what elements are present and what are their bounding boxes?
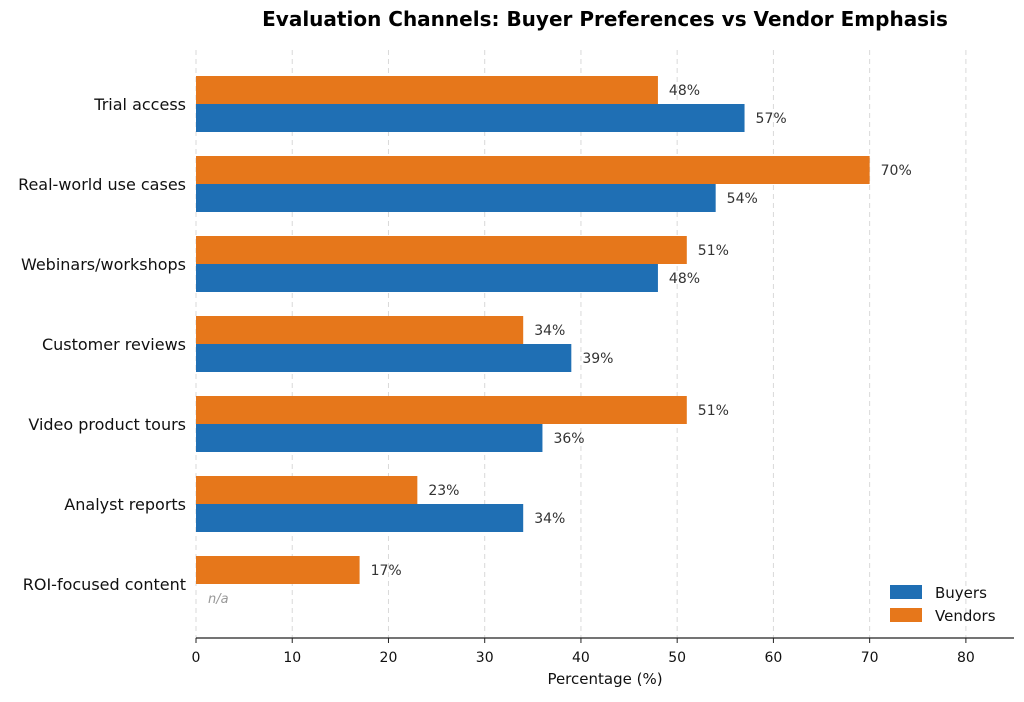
x-tick-label: 10 (283, 650, 301, 666)
chart-title: Evaluation Channels: Buyer Preferences v… (262, 7, 948, 31)
x-tick-label: 70 (861, 650, 879, 666)
data-label-vendors: 70% (881, 163, 912, 179)
x-tick-label: 40 (572, 650, 590, 666)
bar-buyers (196, 184, 716, 212)
y-category-label: Webinars/workshops (21, 255, 186, 274)
bar-buyers (196, 424, 543, 452)
bar-vendors (196, 236, 687, 264)
x-tick-label: 30 (476, 650, 494, 666)
data-label-buyers: 57% (756, 111, 787, 127)
y-category-label: Trial access (93, 95, 186, 114)
legend: Buyers Vendors (890, 584, 996, 625)
bar-buyers (196, 344, 572, 372)
bar-buyers (196, 264, 658, 292)
grid-layer (195, 50, 967, 638)
bar-vendors (196, 556, 360, 584)
labels-layer: Trial access 48% 57% Real-world use cases 70… (18, 83, 912, 607)
legend-label-vendors: Vendors (935, 607, 996, 625)
data-label-buyers: 39% (582, 351, 613, 367)
legend-swatch-vendors (890, 608, 922, 622)
bar-vendors (196, 76, 658, 104)
bar-vendors (196, 476, 418, 504)
y-category-label: Customer reviews (42, 335, 186, 354)
x-ticks-layer: 0 10 20 30 40 50 60 70 80 (192, 638, 975, 666)
data-label-buyers: 34% (534, 511, 565, 527)
bar-vendors (196, 396, 687, 424)
x-tick-label: 0 (192, 650, 201, 666)
x-tick-label: 50 (668, 650, 686, 666)
legend-swatch-buyers (890, 585, 922, 599)
data-label-vendors: 51% (698, 243, 729, 259)
bar-buyers (196, 504, 524, 532)
missing-value-label: n/a (208, 592, 229, 607)
y-category-label: Video product tours (28, 415, 186, 434)
x-tick-label: 60 (764, 650, 782, 666)
bar-buyers (196, 104, 745, 132)
bar-vendors (196, 156, 870, 184)
data-label-vendors: 48% (669, 83, 700, 99)
data-label-buyers: 54% (727, 191, 758, 207)
data-label-vendors: 17% (371, 563, 402, 579)
y-category-label: Real-world use cases (18, 175, 186, 194)
data-label-buyers: 36% (553, 431, 584, 447)
x-tick-label: 80 (957, 650, 975, 666)
y-category-label: Analyst reports (64, 495, 186, 514)
y-category-label: ROI-focused content (23, 575, 186, 594)
x-axis-title: Percentage (%) (547, 670, 662, 688)
bars-layer (196, 76, 870, 584)
bar-vendors (196, 316, 524, 344)
legend-label-buyers: Buyers (935, 584, 987, 602)
x-tick-label: 20 (380, 650, 398, 666)
data-label-buyers: 48% (669, 271, 700, 287)
data-label-vendors: 51% (698, 403, 729, 419)
data-label-vendors: 23% (428, 483, 459, 499)
data-label-vendors: 34% (534, 323, 565, 339)
